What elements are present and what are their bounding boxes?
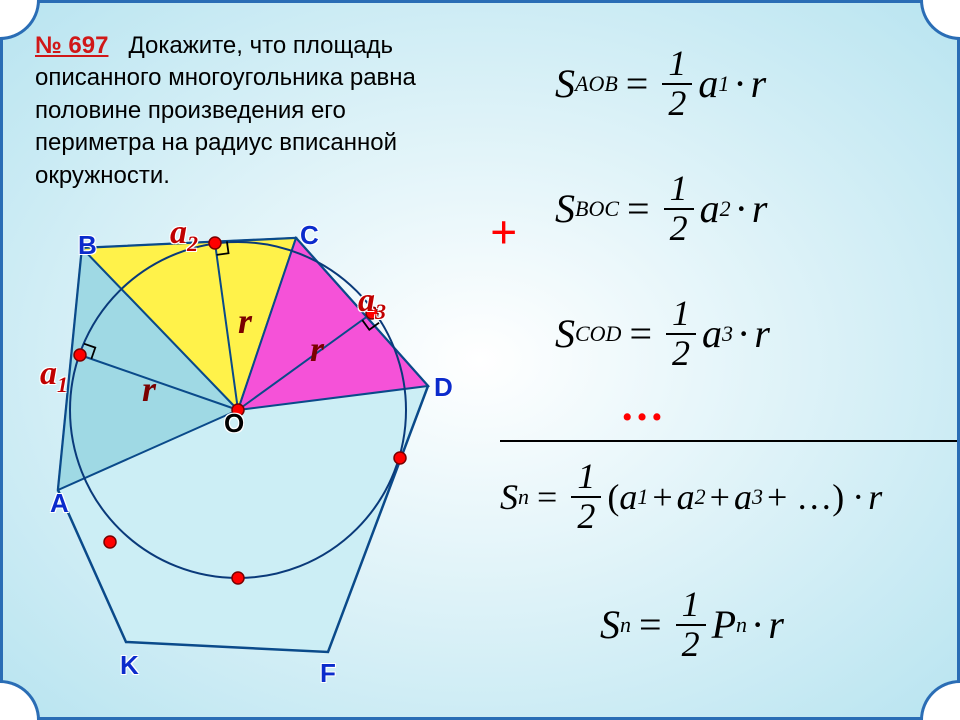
- corner-br: [920, 680, 960, 720]
- corner-tr: [920, 0, 960, 40]
- decorative-frame: [0, 0, 960, 720]
- corner-bl: [0, 680, 40, 720]
- corner-tl: [0, 0, 40, 40]
